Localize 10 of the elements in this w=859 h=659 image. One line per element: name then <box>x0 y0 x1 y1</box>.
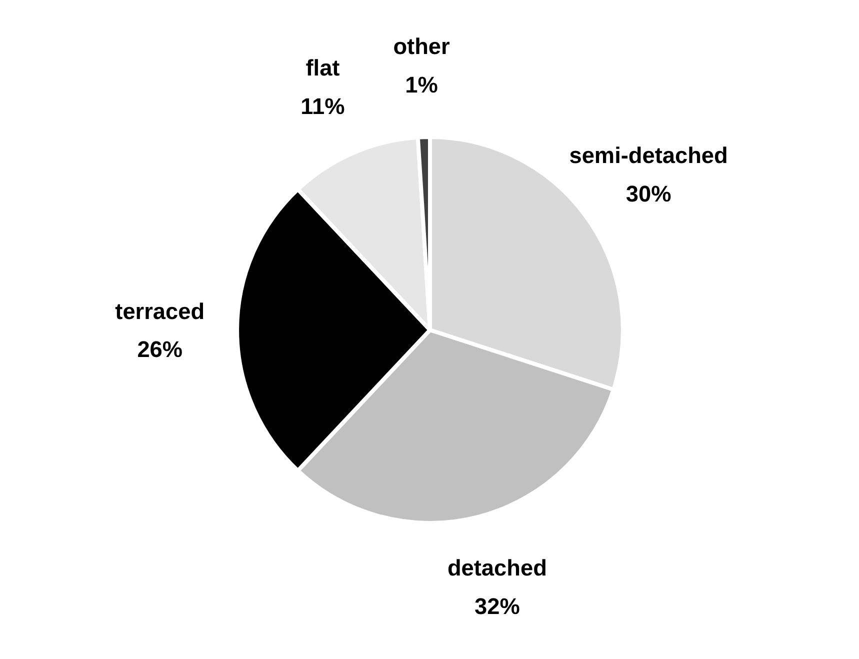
data-label: 1% <box>405 71 438 98</box>
data-label: 30% <box>626 180 672 206</box>
slice-label: semi-detached <box>569 142 728 168</box>
slice-label: flat <box>306 54 340 81</box>
data-label: 26% <box>137 336 183 362</box>
slice-label: terraced <box>115 298 205 324</box>
data-label: 32% <box>474 592 520 619</box>
slice-label: detached <box>447 554 547 580</box>
data-label: 11% <box>300 93 345 120</box>
slice-label: other <box>393 32 450 59</box>
